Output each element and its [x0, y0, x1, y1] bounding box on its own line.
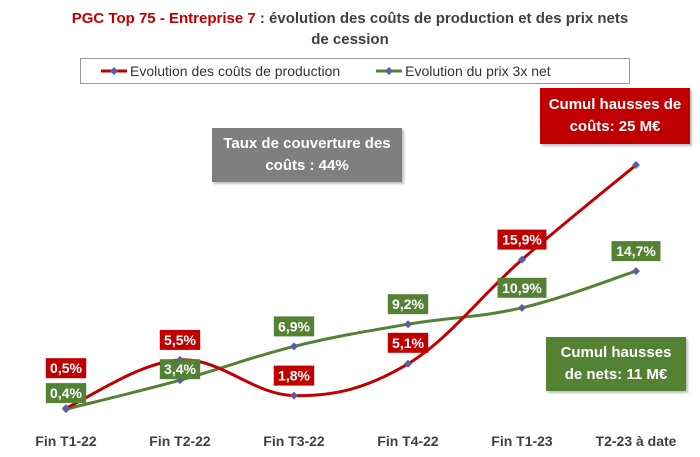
data-label-cost-0: 0,5% [45, 358, 87, 379]
data-label-net-4: 10,9% [497, 277, 547, 298]
legend-label-cost: Evolution des coûts de production [130, 63, 341, 79]
data-label-bg-net-3 [387, 294, 429, 315]
data-label-bg-net-4 [497, 277, 547, 298]
net-total-annotation: Cumul hausses de nets: 11 M€ [546, 337, 686, 391]
marker-net-0 [62, 405, 70, 414]
data-label-bg-cost-0 [45, 358, 87, 379]
data-label-bg-cost-1 [159, 329, 201, 350]
legend-item-net: Evolution du prix 3x net [376, 63, 551, 79]
data-label-cost-4: 15,9% [497, 229, 547, 250]
x-tick-label-5: T2-23 à date [596, 433, 677, 449]
chart-title-continuation: de cession [311, 31, 389, 48]
net-total-line2: de nets: 11 M€ [564, 366, 668, 383]
cost-total-annotation: Cumul hausses de coûts: 25 M€ [540, 88, 690, 144]
data-label-text-net-5: 14,7% [616, 243, 656, 259]
coverage-line1: Taux de couverture des [223, 135, 391, 152]
net-total-line1: Cumul hausses [560, 344, 672, 361]
data-label-bg-net-0 [45, 383, 87, 404]
data-label-text-cost-1: 5,5% [164, 332, 196, 348]
coverage-annotation: Taux de couverture des coûts : 44% [212, 128, 402, 182]
marker-cost-5 [632, 161, 640, 169]
data-label-text-net-0: 0,4% [50, 385, 82, 401]
data-label-text-cost-4: 15,9% [502, 232, 542, 248]
data-label-bg-cost-4 [497, 229, 547, 250]
data-label-bg-cost-2 [273, 365, 315, 386]
data-label-cost-1: 5,5% [159, 329, 201, 350]
chart-title-company: PGC Top 75 - Entreprise 7 [71, 10, 256, 27]
data-label-text-net-1: 3,4% [164, 361, 196, 377]
data-label-text-cost-0: 0,5% [50, 360, 82, 376]
x-tick-label-4: Fin T1-23 [491, 433, 553, 449]
cost-total-line2: coûts: 25 M€ [569, 118, 661, 135]
data-label-bg-net-2 [273, 316, 315, 337]
data-label-net-0: 0,4% [45, 383, 87, 404]
marker-net-5 [632, 267, 640, 276]
legend-item-cost: Evolution des coûts de production [101, 63, 340, 79]
data-label-text-cost-3: 5,1% [392, 335, 424, 351]
marker-cost-2 [290, 391, 298, 400]
x-tick-label-0: Fin T1-22 [35, 433, 97, 449]
marker-cost-4 [518, 255, 526, 264]
data-label-net-3: 9,2% [387, 294, 429, 315]
series-line-net [65, 269, 637, 411]
coverage-line2: coûts : 44% [265, 157, 349, 174]
marker-net-2 [290, 342, 298, 351]
data-label-net-5: 14,7% [611, 241, 661, 262]
data-label-net-1: 3,4% [159, 359, 201, 380]
data-label-text-net-3: 9,2% [392, 296, 424, 312]
data-label-cost-3: 5,1% [387, 332, 429, 353]
data-label-bg-net-1 [159, 359, 201, 380]
x-tick-label-1: Fin T2-22 [149, 433, 211, 449]
data-label-bg-net-5 [611, 241, 661, 262]
chart-title: PGC Top 75 - Entreprise 7 : évolution de… [0, 8, 700, 50]
marker-cost-3 [404, 359, 412, 368]
data-label-net-2: 6,9% [273, 316, 315, 337]
cost-total-line1: Cumul hausses de [548, 96, 682, 113]
x-tick-label-3: Fin T4-22 [377, 433, 439, 449]
data-label-text-net-2: 6,9% [278, 318, 310, 334]
x-tick-label-2: Fin T3-22 [263, 433, 325, 449]
marker-net-4 [518, 303, 526, 312]
data-label-text-net-4: 10,9% [502, 280, 542, 296]
data-label-text-cost-2: 1,8% [278, 368, 310, 384]
data-label-bg-cost-3 [387, 332, 429, 353]
marker-net-3 [404, 320, 412, 329]
chart-legend: Evolution des coûts de production Evolut… [80, 58, 630, 84]
legend-swatch-net-icon [376, 67, 403, 75]
legend-label-net: Evolution du prix 3x net [405, 63, 551, 79]
chart-title-description: : évolution des coûts de production et d… [255, 10, 629, 27]
data-label-cost-2: 1,8% [273, 365, 315, 386]
legend-swatch-cost-icon [101, 67, 127, 75]
